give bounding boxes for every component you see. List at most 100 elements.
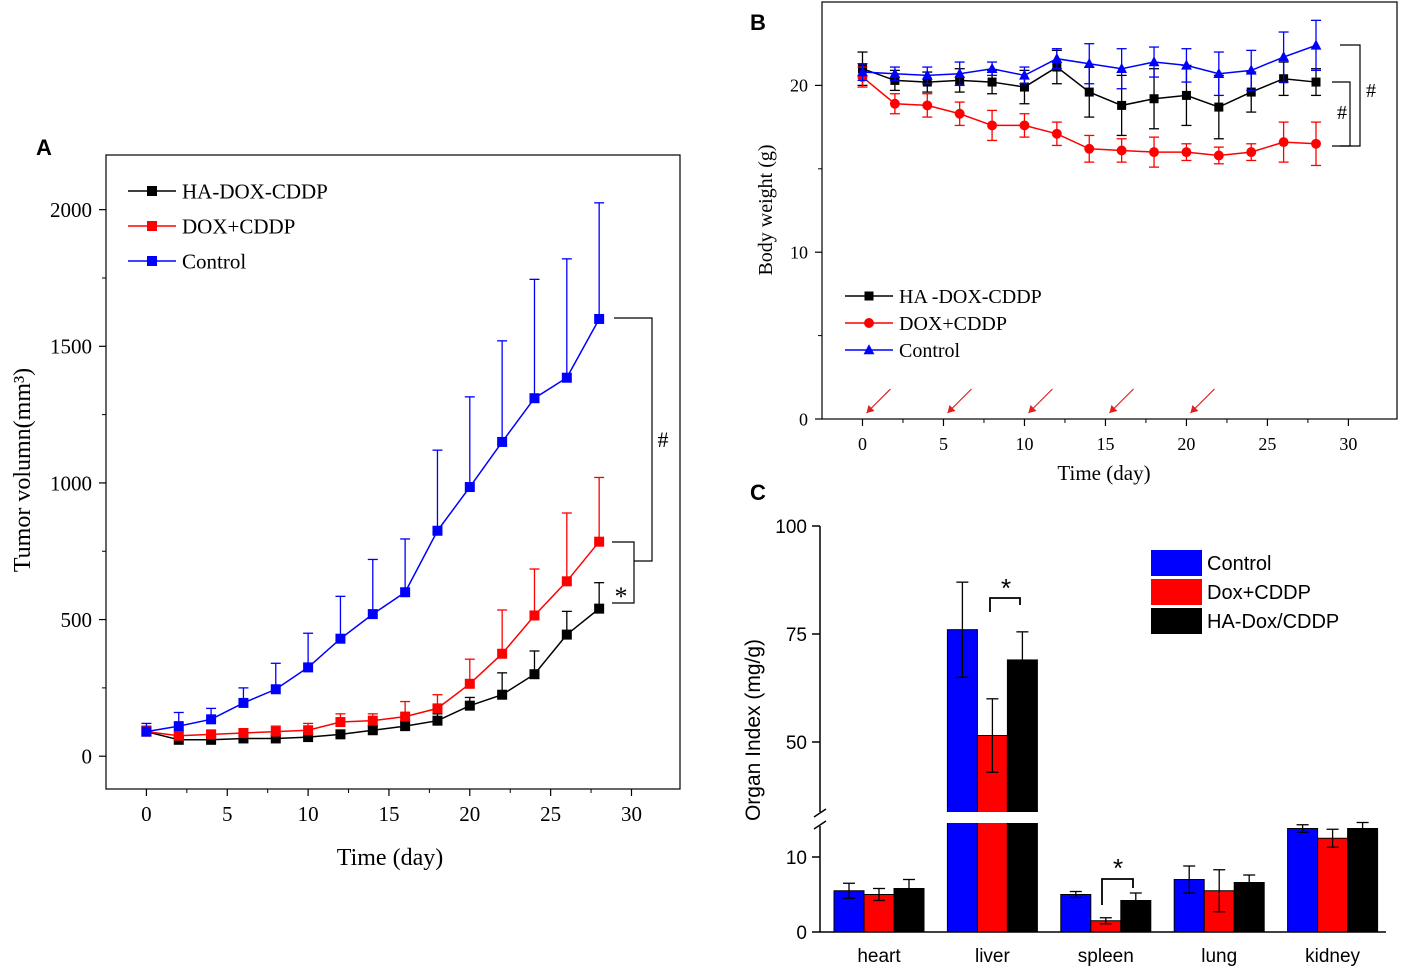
chart-a-bracket-star (612, 541, 635, 604)
panel-label-a: A (36, 135, 52, 160)
legend-label: DOX+CDDP (899, 313, 1007, 335)
data-point (497, 689, 508, 700)
category-label: spleen (1078, 946, 1134, 967)
data-point (1019, 82, 1029, 92)
legend-marker (147, 256, 157, 266)
data-point (432, 703, 443, 714)
bar (1347, 828, 1379, 933)
y-tick-label: 0 (799, 409, 808, 429)
chart-a-xlabel: Time (day) (337, 845, 443, 871)
series-ha-dox-cddp (141, 582, 605, 745)
bar (946, 629, 978, 933)
chart-a-bracket-hash (614, 317, 653, 562)
data-point (206, 714, 217, 725)
bar (1173, 879, 1205, 933)
chart-b-axes: 0 5 10 15 20 25 30 0 10 20 (790, 76, 1357, 454)
x-tick-label: 0 (141, 802, 152, 826)
bar (1233, 882, 1265, 933)
chart-b-annotation-inner: # (1337, 102, 1347, 124)
y-tick-label: 500 (61, 608, 93, 632)
chart-c-bracket-spleen (1101, 878, 1134, 905)
data-point (1019, 69, 1030, 80)
chart-c-bars: heart liver spleen lung kidney (833, 581, 1379, 967)
data-point (464, 678, 475, 689)
data-point (497, 436, 508, 447)
data-point (561, 629, 572, 640)
chart-c-bracket-liver (989, 597, 1021, 612)
data-point (1181, 59, 1192, 70)
bar (1060, 894, 1092, 933)
chart-a-ylabel: Tumor volumn(mm³) (10, 368, 36, 572)
data-point (1116, 145, 1127, 156)
x-tick-label: 30 (1339, 434, 1357, 454)
bar-group-spleen: spleen (1060, 890, 1152, 967)
chart-a-axes: 0 5 10 15 20 25 30 0 500 1000 1500 2000 (50, 198, 642, 826)
data-point (432, 525, 443, 536)
data-point (1181, 147, 1192, 158)
legend-marker (864, 318, 874, 328)
y-tick-label: 20 (790, 76, 808, 96)
legend-swatch (1151, 550, 1202, 576)
dose-arrow-head (1109, 405, 1118, 413)
legend-label: Control (182, 249, 246, 273)
data-point (1214, 102, 1224, 112)
data-point (206, 729, 217, 740)
x-tick-label: 15 (378, 802, 399, 826)
legend-marker (863, 344, 875, 355)
bar (1287, 828, 1319, 933)
chart-b: 0 5 10 15 20 25 30 0 10 20 Time (day) Body weight… (755, 1, 1398, 485)
data-point (594, 536, 605, 547)
dose-arrow-head (947, 405, 956, 413)
x-tick-label: 5 (222, 802, 233, 826)
series-control (857, 19, 1322, 97)
y-tick-label: 1000 (50, 471, 92, 495)
y-tick-label: 0 (796, 923, 807, 944)
bar (1006, 659, 1038, 933)
chart-b-legend: HA -DOX-CDDP DOX+CDDP Control (845, 286, 1042, 362)
data-point (561, 576, 572, 587)
data-point (238, 697, 249, 708)
x-tick-label: 30 (621, 802, 642, 826)
chart-b-annotation-outer: # (1366, 80, 1376, 102)
series-dox-cddp (857, 66, 1322, 168)
data-point (1311, 77, 1321, 87)
data-point (270, 684, 281, 695)
data-point (1310, 39, 1322, 50)
dose-arrow-head (1190, 405, 1199, 413)
category-label: kidney (1305, 946, 1360, 967)
data-point (141, 726, 152, 737)
y-tick-label: 10 (786, 848, 807, 869)
legend-label: DOX+CDDP (182, 214, 295, 238)
data-point (1051, 128, 1062, 139)
data-point (1181, 90, 1191, 100)
data-point (303, 725, 314, 736)
data-point (987, 120, 998, 131)
dose-arrow-head (1028, 405, 1037, 413)
chart-b-xlabel: Time (day) (1057, 461, 1150, 485)
data-point (987, 77, 997, 87)
data-point (432, 715, 443, 726)
category-label: heart (857, 946, 901, 967)
data-point (1084, 143, 1095, 154)
data-point (270, 726, 281, 737)
legend-label: HA-DOX-CDDP (182, 179, 328, 203)
legend-label: Dox+CDDP (1207, 582, 1311, 604)
data-point (561, 372, 572, 383)
y-tick-label: 50 (786, 733, 807, 754)
chart-a-legend: HA-DOX-CDDP DOX+CDDP Control (128, 179, 328, 273)
data-point (303, 662, 314, 673)
chart-c-axes: 0 10 50 75 100 (775, 517, 820, 944)
legend-label: Control (1207, 553, 1271, 575)
data-point (206, 734, 217, 745)
legend-label: HA -DOX-CDDP (899, 286, 1042, 308)
y-tick-label: 0 (82, 745, 93, 769)
data-point (1245, 64, 1257, 75)
y-tick-label: 100 (775, 517, 807, 538)
x-tick-label: 10 (298, 802, 319, 826)
data-point (464, 700, 475, 711)
data-point (303, 732, 314, 743)
data-point (921, 69, 933, 80)
chart-c-annotation-spleen: * (1113, 853, 1123, 883)
